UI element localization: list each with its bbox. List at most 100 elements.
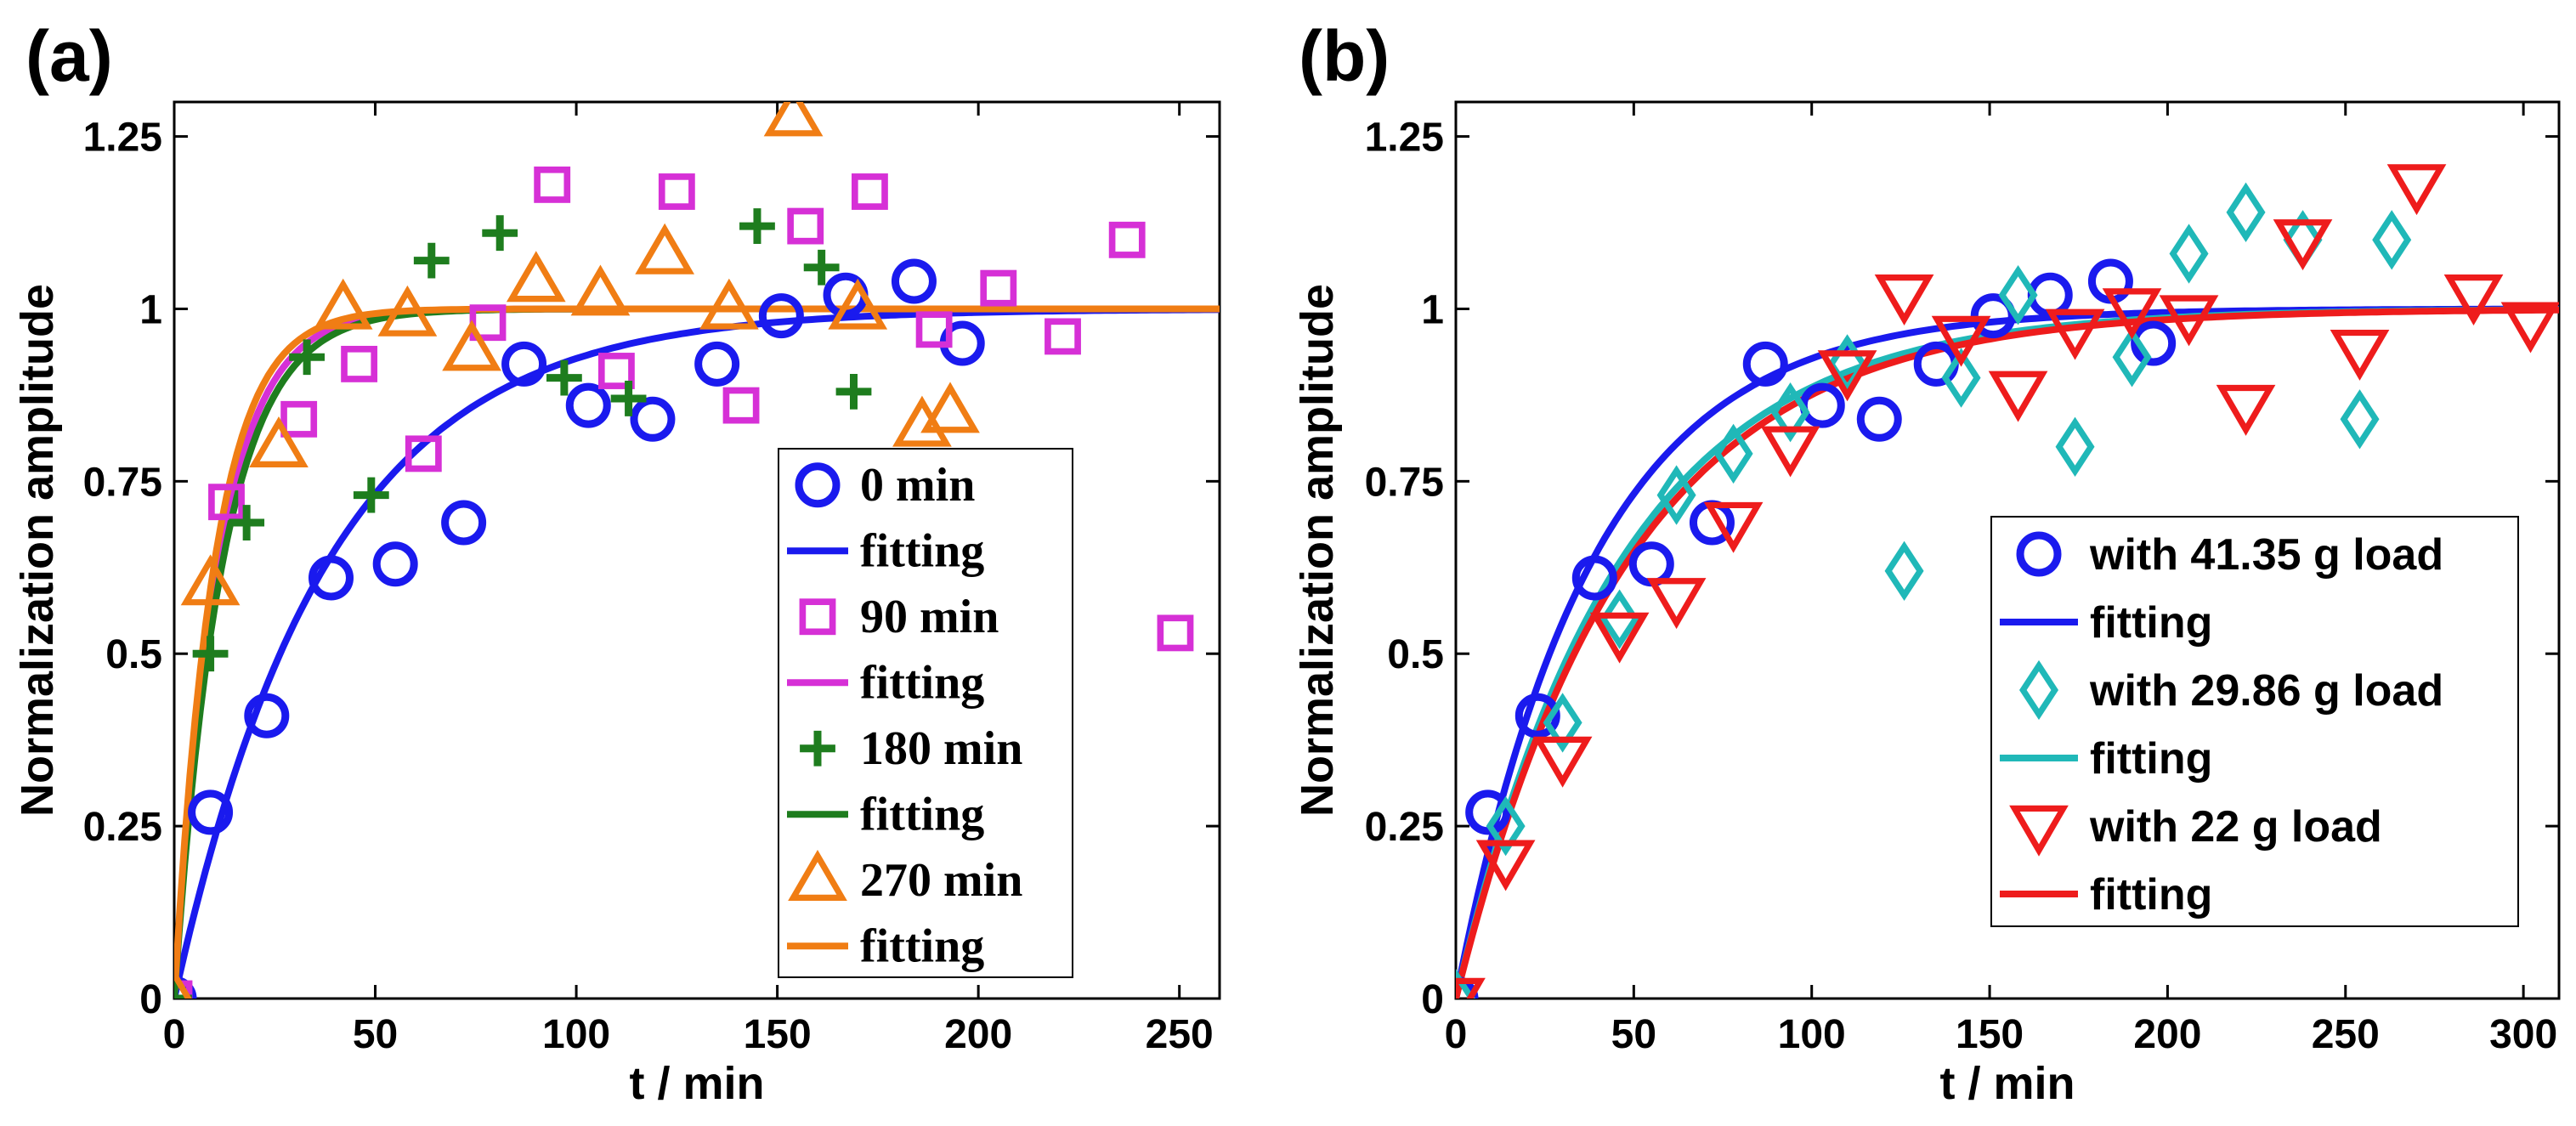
data-point <box>192 636 229 672</box>
y-tick-label: 0.25 <box>1365 805 1444 850</box>
x-tick-label: 300 <box>2489 1012 2557 1057</box>
y-tick-label: 1.25 <box>83 116 162 161</box>
data-point <box>441 500 487 546</box>
legend-label: fitting <box>860 656 984 709</box>
y-tick-label: 0 <box>1421 977 1444 1022</box>
data-point <box>208 484 245 521</box>
panel-a: (a) 0 50 100 150 200 250 0 0.25 0.5 0.75 1 1.25 t / m… <box>12 16 1221 1109</box>
data-point <box>1941 348 1981 408</box>
data-point <box>2500 302 2559 354</box>
data-point <box>313 278 373 330</box>
data-point <box>2340 389 2380 450</box>
data-point <box>758 293 804 339</box>
legend-label: fitting <box>2090 870 2212 919</box>
legend-marker <box>795 462 841 508</box>
panel-b: (b) 0 50 100 150 200 250 300 0 0.25 0.5 0.75 1 1.25 t … <box>1292 16 2561 1109</box>
y-tick-label: 0.5 <box>1387 632 1444 677</box>
data-point <box>1543 693 1582 753</box>
y-tick-label: 1 <box>139 287 162 332</box>
y-tick-label: 0.75 <box>83 460 162 505</box>
y-tick-label: 1 <box>1421 287 1444 332</box>
data-point <box>1571 555 1617 601</box>
data-point <box>1475 840 1536 891</box>
legend-marker <box>2009 805 2069 857</box>
data-point <box>739 208 775 244</box>
data-point <box>341 345 378 382</box>
data-point <box>2055 416 2095 477</box>
legend-marker <box>799 598 836 636</box>
data-point <box>482 215 518 252</box>
x-tick-label: 250 <box>1146 1012 1214 1057</box>
data-point <box>244 693 290 738</box>
data-point <box>1742 341 1788 387</box>
data-point <box>1874 274 1934 325</box>
legend-box <box>778 448 1073 978</box>
data-point <box>851 173 888 210</box>
plot-area-a <box>174 102 1220 999</box>
series-triangle-down <box>1456 164 2559 999</box>
data-point <box>787 207 824 245</box>
data-point <box>501 341 547 387</box>
x-tick-label: 50 <box>353 1012 398 1057</box>
y-axis-label: Normalization amplitude <box>1292 284 1343 817</box>
data-point <box>2372 210 2412 270</box>
legend-label: fitting <box>2090 598 2212 648</box>
data-point <box>2169 224 2209 284</box>
data-point <box>180 554 241 606</box>
data-point <box>1760 426 1820 478</box>
x-tick-label: 200 <box>2133 1012 2201 1057</box>
data-point <box>1856 396 1902 442</box>
legend-a: 0 min fitting 90 min fitting 180 min fitting 2… <box>778 448 1073 978</box>
data-point <box>803 249 840 286</box>
data-point <box>2226 182 2266 243</box>
y-tick-label: 0.75 <box>1365 460 1444 505</box>
data-point <box>1970 293 2016 339</box>
y-tick-label: 0.5 <box>105 632 162 677</box>
data-point <box>1884 540 1924 602</box>
panel-label-b: (b) <box>1299 16 1390 96</box>
data-point <box>534 166 571 203</box>
fit-line <box>174 305 1220 999</box>
data-point <box>377 285 438 337</box>
legend-box <box>1990 516 2519 927</box>
data-point <box>635 223 695 274</box>
series-triangle-up <box>174 102 980 999</box>
data-point <box>920 382 980 433</box>
data-point <box>610 381 647 416</box>
data-point <box>280 400 318 438</box>
legend-label: 180 min <box>860 722 1022 775</box>
x-tick-label: 50 <box>1611 1012 1656 1057</box>
data-point <box>2216 384 2276 436</box>
data-point <box>229 505 265 540</box>
series-square <box>174 166 1194 999</box>
data-point <box>891 258 937 304</box>
data-point <box>1817 350 1877 402</box>
x-axis-label: t / min <box>630 1058 765 1109</box>
data-point <box>1998 265 2038 325</box>
x-tick-label: 250 <box>2312 1012 2380 1057</box>
y-tick-label: 1.25 <box>1365 116 1444 161</box>
x-axis-label: t / min <box>1940 1058 2075 1109</box>
data-point <box>1157 614 1194 652</box>
legend-label: 270 min <box>860 854 1022 907</box>
data-point <box>1703 501 1764 553</box>
legend-marker <box>2018 659 2059 721</box>
data-point <box>249 416 309 467</box>
data-point <box>2112 327 2152 388</box>
y-axis-label: Normalization amplitude <box>12 284 63 817</box>
legend-label: fitting <box>860 524 984 577</box>
y-tick-label: 0.25 <box>83 805 162 850</box>
data-point <box>1589 612 1650 664</box>
data-point <box>188 789 234 835</box>
data-point <box>1931 315 1991 367</box>
data-point <box>597 353 635 389</box>
data-point <box>1514 693 1560 738</box>
data-point <box>630 396 676 442</box>
x-tick-label: 0 <box>1445 1012 1468 1057</box>
data-point <box>980 269 1017 307</box>
data-point <box>309 555 354 601</box>
legend-label: 90 min <box>860 591 999 643</box>
fit-line <box>1456 306 2559 999</box>
y-tick-label: 0 <box>139 977 162 1022</box>
